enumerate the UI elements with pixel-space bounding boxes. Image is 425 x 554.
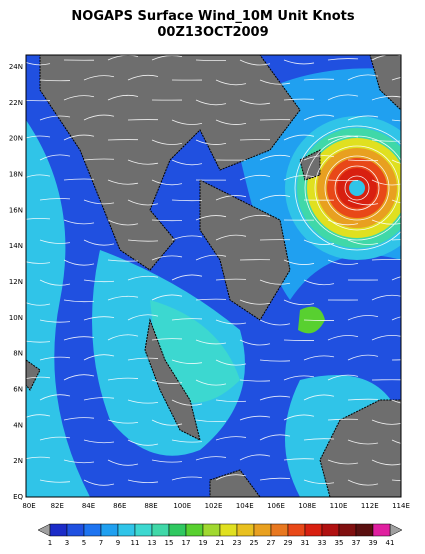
lon-label: 86E [113,502,126,510]
colorbar-swatch [117,523,136,537]
colorbar: 1 3 5 7 9 11 13 15 17 19 21 23 25 27 29 31 33 35 37 39 41 [37,523,403,547]
colorbar-swatch [219,523,238,537]
subtitle: 00Z13OCT2009 [157,25,268,40]
lon-label: 102E [205,502,223,510]
lat-label: 2N [13,457,23,465]
lon-label: 82E [51,502,64,510]
colorbar-tick-label: 15 [165,539,174,547]
colorbar-tick-label: 29 [284,539,293,547]
colorbar-tick-label: 13 [148,539,157,547]
lat-label: 22N [9,99,23,107]
lon-label: 114E [392,502,410,510]
colorbar-swatch [202,523,221,537]
lon-label: 104E [236,502,254,510]
lat-label: 4N [13,421,23,429]
colorbar-under [37,523,51,537]
colorbar-tick-label: 21 [216,539,225,547]
colorbar-tick-label: 9 [116,539,120,547]
colorbar-swatch [338,523,357,537]
colorbar-tick-label: 11 [131,539,140,547]
colorbar-tick-label: 35 [335,539,344,547]
lon-label: 112E [361,502,379,510]
colorbar-tick-label: 3 [65,539,69,547]
lon-label: 80E [22,502,35,510]
colorbar-tick-label: 7 [99,539,103,547]
colorbar-swatch [100,523,119,537]
lon-label: 110E [330,502,348,510]
lon-label: 108E [298,502,316,510]
colorbar-tick-label: 33 [318,539,327,547]
colorbar-tick-label: 1 [48,539,52,547]
lat-label: 8N [13,350,23,358]
lat-label: 20N [9,135,23,143]
colorbar-swatch [355,523,374,537]
lon-label: 88E [144,502,157,510]
colorbar-tick-label: 41 [386,539,395,547]
lon-label: 100E [173,502,191,510]
map [26,55,401,497]
lat-label: 16N [9,206,23,214]
lat-labels: 24N 22N 20N 18N 16N 14N 12N 10N 8N 6N 4N 2N EQ [9,63,24,501]
colorbar-tick-label: 5 [82,539,86,547]
colorbar-tick-label: 19 [199,539,208,547]
lat-label: 10N [9,314,23,322]
lat-label: 14N [9,242,23,250]
colorbar-tick-label: 37 [352,539,361,547]
colorbar-swatch [287,523,306,537]
colorbar-tick-label: 39 [369,539,378,547]
colorbar-tick-label: 17 [182,539,191,547]
colorbar-tick-label: 23 [233,539,242,547]
colorbar-swatch [253,523,272,537]
colorbar-swatch [372,523,391,537]
colorbar-tick-label: 31 [301,539,310,547]
colorbar-swatch [49,523,68,537]
colorbar-swatch [66,523,85,537]
lat-label: 18N [9,171,23,179]
lat-label: 12N [9,278,23,286]
colorbar-swatch [83,523,102,537]
map-frame [25,54,402,498]
title: NOGAPS Surface Wind_10M Unit Knots [71,9,354,24]
lon-labels: 80E 82E 84E 86E 88E 100E 102E 104E 106E 108E 110E 1… [22,502,410,510]
colorbar-swatch [185,523,204,537]
colorbar-swatch [134,523,153,537]
lon-label: 106E [267,502,285,510]
colorbar-tick-label: 25 [250,539,259,547]
colorbar-swatch [304,523,323,537]
lat-label: 24N [9,63,23,71]
colorbar-swatch [151,523,170,537]
colorbar-swatch [236,523,255,537]
lat-label: 6N [13,386,23,394]
lon-label: 84E [82,502,95,510]
colorbar-over [389,523,403,537]
colorbar-swatch [168,523,187,537]
lat-label: EQ [13,493,23,501]
colorbar-swatch [321,523,340,537]
colorbar-tick-label: 27 [267,539,276,547]
colorbar-swatch [270,523,289,537]
